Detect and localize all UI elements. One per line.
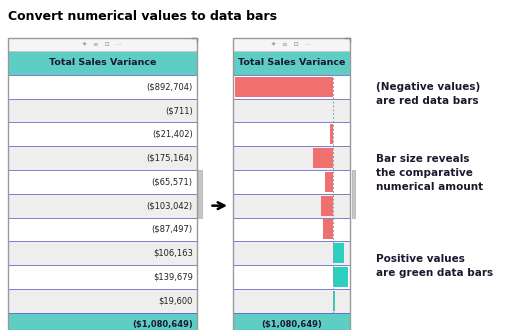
Text: ($711): ($711): [165, 106, 193, 115]
Text: ($1,080,649): ($1,080,649): [132, 320, 193, 329]
Bar: [333, 267, 348, 287]
Text: ✦   ≡   ⊡   ···: ✦ ≡ ⊡ ···: [82, 42, 122, 47]
Bar: [8, 38, 197, 51]
Text: Positive values
are green data bars: Positive values are green data bars: [376, 254, 493, 278]
Bar: [233, 38, 350, 330]
Bar: [8, 122, 197, 146]
Bar: [233, 194, 350, 217]
Text: Convert numerical values to data bars: Convert numerical values to data bars: [8, 10, 276, 23]
Bar: [233, 75, 350, 99]
Text: (Negative values)
are red data bars: (Negative values) are red data bars: [376, 82, 480, 106]
Bar: [233, 170, 350, 194]
Bar: [333, 291, 335, 311]
Bar: [8, 51, 197, 75]
Bar: [8, 38, 197, 330]
Text: Total Sales Variance: Total Sales Variance: [238, 58, 345, 67]
Bar: [235, 77, 333, 97]
Text: ($1,080,649): ($1,080,649): [261, 320, 321, 329]
Bar: [233, 241, 350, 265]
Text: ($892,704): ($892,704): [146, 82, 193, 91]
Bar: [352, 170, 355, 217]
Bar: [233, 313, 350, 330]
Bar: [233, 38, 350, 51]
Text: ($21,402): ($21,402): [152, 130, 193, 139]
Bar: [8, 99, 197, 122]
Text: ($103,042): ($103,042): [147, 201, 193, 210]
Bar: [8, 289, 197, 313]
Bar: [198, 170, 202, 217]
Text: ($87,497): ($87,497): [152, 225, 193, 234]
Bar: [233, 99, 350, 122]
Bar: [233, 289, 350, 313]
Bar: [330, 124, 333, 144]
Bar: [321, 196, 333, 215]
Bar: [323, 219, 333, 240]
Text: Bar size reveals
the comparative
numerical amount: Bar size reveals the comparative numeric…: [376, 154, 483, 192]
Text: ($175,164): ($175,164): [146, 153, 193, 163]
Bar: [8, 146, 197, 170]
Text: Total Sales Variance: Total Sales Variance: [49, 58, 156, 67]
Bar: [233, 265, 350, 289]
Bar: [8, 170, 197, 194]
Bar: [233, 146, 350, 170]
Bar: [8, 241, 197, 265]
Text: $139,679: $139,679: [153, 273, 193, 281]
Bar: [313, 148, 333, 168]
Text: $106,163: $106,163: [153, 249, 193, 258]
Bar: [233, 217, 350, 241]
Bar: [8, 217, 197, 241]
Bar: [8, 75, 197, 99]
Text: ✦   ≡   ⊡   ···: ✦ ≡ ⊡ ···: [271, 42, 311, 47]
Bar: [233, 122, 350, 146]
Bar: [8, 194, 197, 217]
Bar: [8, 313, 197, 330]
Bar: [8, 265, 197, 289]
Text: $19,600: $19,600: [158, 296, 193, 305]
Text: ($65,571): ($65,571): [152, 177, 193, 186]
Bar: [233, 51, 350, 75]
Bar: [326, 172, 333, 192]
Bar: [333, 243, 344, 263]
